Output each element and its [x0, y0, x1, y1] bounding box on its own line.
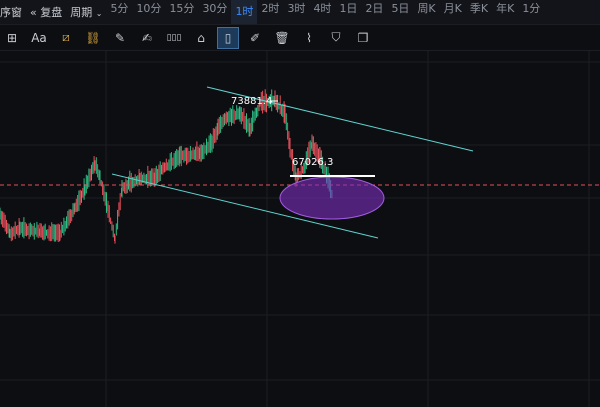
copy-icon[interactable]: ❐ [357, 30, 369, 45]
period-1日[interactable]: 1日 [339, 2, 358, 15]
filter-icon[interactable]: ⛉ [331, 30, 341, 44]
period-周K[interactable]: 周K [417, 2, 436, 15]
pen-icon[interactable]: ✍ [141, 30, 153, 45]
period-1分[interactable]: 1分 [522, 2, 541, 15]
period-2时[interactable]: 2时 [261, 2, 280, 15]
period-季K[interactable]: 季K [469, 2, 489, 15]
paperclip-icon[interactable]: ⌇ [306, 30, 312, 45]
trash-icon[interactable]: 🗑 [274, 30, 290, 45]
replay-label: 复盘 [40, 6, 63, 19]
period-年K[interactable]: 年K [496, 2, 515, 15]
period-5分[interactable]: 5分 [110, 2, 129, 15]
period-3时[interactable]: 3时 [287, 2, 306, 15]
period-1时[interactable]: 1时 [231, 0, 258, 24]
crosshair-box-icon[interactable]: ⊞ [6, 30, 18, 45]
low-price-label: 67026.3 [292, 157, 333, 168]
link-icon[interactable]: ⛓ [85, 30, 101, 45]
period-月K[interactable]: 月K [443, 2, 462, 15]
ruler-icon[interactable]: ✎ [114, 30, 126, 45]
period-30分[interactable]: 30分 [202, 2, 228, 15]
window-label[interactable]: 序窗 [0, 6, 22, 19]
lock-icon[interactable]: ⌂ [197, 30, 205, 45]
period-10分[interactable]: 10分 [136, 2, 162, 15]
drawing-toolbar: ⊞ Aa ⧄ ⛓ ✎ ✍ ▯▯▯ ⌂ ▯ ✐ 🗑 ⌇ ⛉ ❐ [0, 25, 600, 51]
highlight-ellipse[interactable] [279, 176, 385, 220]
period-label: 周期 [70, 6, 93, 19]
channel-upper-line[interactable] [206, 86, 474, 152]
replay-button[interactable]: « 复盘 [30, 6, 63, 19]
chevron-down-icon: ⌄ [95, 9, 103, 18]
candles-icon[interactable]: ▯▯▯ [166, 32, 182, 43]
high-price-label: 73881.4 [231, 96, 272, 107]
edit-doc-icon[interactable]: ✐ [249, 30, 261, 45]
period-4时[interactable]: 4时 [313, 2, 332, 15]
channel-lower-line[interactable] [111, 173, 379, 239]
period-dropdown[interactable]: 周期 ⌄ [66, 4, 106, 20]
text-icon[interactable]: Aa [31, 30, 47, 45]
magnet-ruler-icon[interactable]: ⧄ [62, 30, 70, 44]
period-5日[interactable]: 5日 [391, 2, 410, 15]
period-15分[interactable]: 15分 [169, 2, 195, 15]
price-chart[interactable]: 73881.4 67026.3 [0, 50, 600, 407]
period-2日[interactable]: 2日 [365, 2, 384, 15]
bookmark-icon[interactable]: ▯ [217, 26, 239, 49]
period-toolbar: 序窗 « 复盘 周期 ⌄ 5分 10分 15分 30分 1时 2时 3时 4时 1日 2日 5日 周K… [0, 0, 600, 25]
